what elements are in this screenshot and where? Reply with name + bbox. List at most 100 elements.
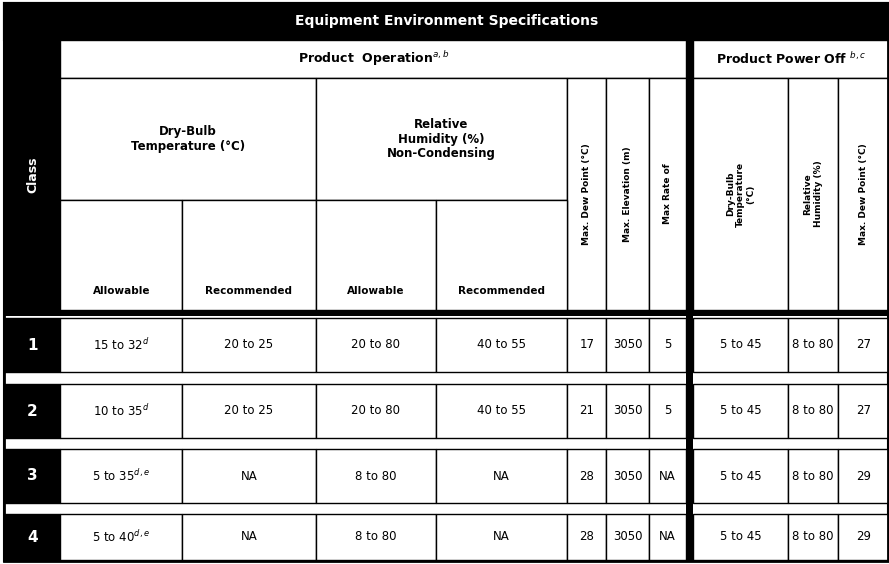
Bar xyxy=(838,384,888,438)
Bar xyxy=(182,384,316,438)
Bar xyxy=(686,514,693,560)
Bar xyxy=(60,40,686,78)
Bar xyxy=(60,384,182,438)
Bar xyxy=(60,200,182,310)
Bar xyxy=(4,200,60,310)
Bar xyxy=(649,78,686,310)
Text: 15 to 32$^{d}$: 15 to 32$^{d}$ xyxy=(93,337,149,353)
Bar xyxy=(182,514,316,560)
Text: 27: 27 xyxy=(856,338,870,351)
Bar xyxy=(838,78,888,310)
Bar xyxy=(567,514,606,560)
Text: 8 to 80: 8 to 80 xyxy=(355,531,396,544)
Text: 5: 5 xyxy=(664,338,671,351)
Bar xyxy=(436,200,567,310)
Bar xyxy=(4,384,60,438)
Text: Max Rate of: Max Rate of xyxy=(663,164,672,224)
Text: 1: 1 xyxy=(28,337,37,352)
Text: Product  Operation$^{a,b}$: Product Operation$^{a,b}$ xyxy=(298,50,449,68)
Bar xyxy=(4,310,888,316)
Bar xyxy=(567,384,606,438)
Text: 40 to 55: 40 to 55 xyxy=(477,338,526,351)
Text: 3050: 3050 xyxy=(613,531,643,544)
Text: 8 to 80: 8 to 80 xyxy=(792,531,834,544)
Bar xyxy=(693,449,788,503)
Text: Dry-Bulb
Temperature (°C): Dry-Bulb Temperature (°C) xyxy=(131,125,245,153)
Bar xyxy=(693,318,788,372)
Text: 20 to 80: 20 to 80 xyxy=(351,404,400,417)
Bar xyxy=(606,514,649,560)
Bar xyxy=(60,514,182,560)
Bar xyxy=(693,384,788,438)
Bar xyxy=(4,3,888,40)
Text: 40 to 55: 40 to 55 xyxy=(477,404,526,417)
Bar xyxy=(316,514,436,560)
Text: NA: NA xyxy=(493,531,509,544)
Bar xyxy=(316,200,436,310)
Text: 20 to 25: 20 to 25 xyxy=(224,338,274,351)
Bar xyxy=(606,78,649,310)
Bar xyxy=(686,384,693,438)
Text: 5 to 45: 5 to 45 xyxy=(720,338,761,351)
Text: 5 to 35$^{d,e}$: 5 to 35$^{d,e}$ xyxy=(92,468,150,484)
Bar xyxy=(838,514,888,560)
Bar xyxy=(649,318,686,372)
Bar xyxy=(788,384,838,438)
Bar xyxy=(788,449,838,503)
Bar xyxy=(788,318,838,372)
Text: 3050: 3050 xyxy=(613,338,643,351)
Bar xyxy=(693,78,788,310)
Text: NA: NA xyxy=(660,469,676,482)
Text: Max. Elevation (m): Max. Elevation (m) xyxy=(623,146,632,242)
Bar xyxy=(567,449,606,503)
Text: Max. Dew Point (°C): Max. Dew Point (°C) xyxy=(859,143,868,245)
Bar xyxy=(436,449,567,503)
Bar xyxy=(606,384,649,438)
Text: 29: 29 xyxy=(856,531,870,544)
Bar xyxy=(606,318,649,372)
Bar xyxy=(693,40,888,78)
Text: 5 to 45: 5 to 45 xyxy=(720,469,761,482)
Text: 27: 27 xyxy=(856,404,870,417)
Text: NA: NA xyxy=(241,469,257,482)
Text: 10 to 35$^{d}$: 10 to 35$^{d}$ xyxy=(93,403,149,419)
Bar xyxy=(60,318,182,372)
Bar xyxy=(60,78,316,200)
Text: 3: 3 xyxy=(28,469,37,483)
Bar xyxy=(316,318,436,372)
Bar xyxy=(649,514,686,560)
Text: Recommended: Recommended xyxy=(458,286,545,296)
Text: 8 to 80: 8 to 80 xyxy=(792,404,834,417)
Bar xyxy=(436,514,567,560)
Bar xyxy=(4,318,60,372)
Bar xyxy=(649,449,686,503)
Text: Relative
Humidity (%)
Non-Condensing: Relative Humidity (%) Non-Condensing xyxy=(387,117,496,161)
Bar xyxy=(649,384,686,438)
Text: 28: 28 xyxy=(580,531,594,544)
Text: 17: 17 xyxy=(580,338,594,351)
Text: Dry-Bulb
Temperature
(°C): Dry-Bulb Temperature (°C) xyxy=(725,161,756,227)
Text: 29: 29 xyxy=(856,469,870,482)
Bar xyxy=(316,449,436,503)
Text: 20 to 80: 20 to 80 xyxy=(351,338,400,351)
Text: 8 to 80: 8 to 80 xyxy=(792,338,834,351)
Bar xyxy=(838,449,888,503)
Text: 2: 2 xyxy=(27,403,38,418)
Bar xyxy=(788,514,838,560)
Bar xyxy=(182,200,316,310)
Text: NA: NA xyxy=(493,469,509,482)
Text: Allowable: Allowable xyxy=(92,286,150,296)
Bar xyxy=(436,384,567,438)
Bar xyxy=(606,449,649,503)
Bar xyxy=(838,318,888,372)
Bar xyxy=(567,318,606,372)
Text: Relative
Humidity (%): Relative Humidity (%) xyxy=(804,161,822,227)
Text: 28: 28 xyxy=(580,469,594,482)
Text: 8 to 80: 8 to 80 xyxy=(792,469,834,482)
Bar xyxy=(4,514,60,560)
Bar xyxy=(788,78,838,310)
Bar xyxy=(686,449,693,503)
Text: NA: NA xyxy=(660,531,676,544)
Text: 20 to 25: 20 to 25 xyxy=(224,404,274,417)
Bar xyxy=(182,449,316,503)
